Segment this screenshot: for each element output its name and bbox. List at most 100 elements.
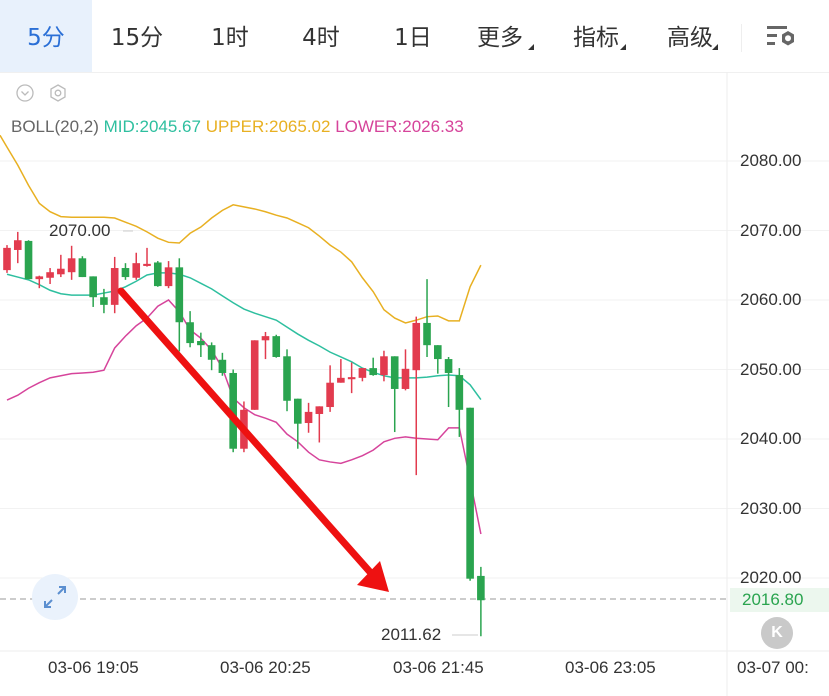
- candle-body: [326, 382, 334, 408]
- candle: [337, 359, 345, 383]
- candle-body: [358, 368, 367, 378]
- candle-body: [390, 356, 399, 389]
- candle-body: [110, 268, 119, 305]
- tab-1hour[interactable]: 1时: [211, 25, 249, 51]
- fullscreen-button[interactable]: [32, 574, 78, 620]
- candle-body: [197, 341, 205, 346]
- divider: [741, 24, 742, 52]
- candle: [423, 279, 431, 357]
- candle: [293, 398, 302, 449]
- candle-body: [57, 268, 65, 275]
- candle: [261, 331, 270, 360]
- candle-body: [78, 258, 87, 278]
- candle-body: [380, 356, 388, 376]
- y-tick-label: 2050.00: [740, 360, 802, 379]
- candle: [164, 261, 173, 289]
- candle: [186, 311, 194, 348]
- x-tick-label: 03-06 19:05: [48, 658, 139, 677]
- candle: [89, 276, 97, 307]
- candle: [110, 256, 119, 314]
- candle-body: [207, 345, 216, 360]
- indicator-settings-icon[interactable]: [49, 84, 67, 102]
- candle-body: [153, 262, 162, 287]
- candle: [100, 288, 108, 314]
- candle: [229, 369, 237, 453]
- x-tick-label: 03-06 21:45: [393, 658, 484, 677]
- dropdown-triangle-icon: [712, 44, 718, 50]
- candle-body: [283, 356, 291, 401]
- tab-more[interactable]: 更多: [477, 25, 523, 51]
- candle: [434, 345, 442, 374]
- tab-1day[interactable]: 1日: [394, 25, 432, 51]
- boll-lower: LOWER:2026.33: [335, 117, 464, 136]
- candle-body: [477, 575, 485, 601]
- min-price-label: 2011.62: [381, 625, 442, 644]
- y-tick-label: 2040.00: [740, 429, 802, 448]
- candle-body: [175, 267, 184, 323]
- candle-body: [401, 368, 410, 389]
- candle: [250, 340, 259, 410]
- y-tick-label: 2030.00: [740, 499, 802, 518]
- candle-body: [46, 272, 54, 278]
- candle-body: [315, 406, 324, 414]
- candle: [390, 356, 399, 433]
- y-tick-label: 2060.00: [740, 290, 802, 309]
- candle: [369, 357, 377, 376]
- tab-15min[interactable]: 15分: [110, 25, 164, 51]
- candle: [347, 362, 356, 394]
- interval-tab-bar: 5分 15分 1时 4时 1日 更多 指标 高级: [0, 0, 829, 73]
- tab-advanced[interactable]: 高级: [667, 25, 713, 51]
- candle: [272, 334, 281, 358]
- candle-body: [186, 322, 194, 344]
- boll-legend: BOLL(20,2) MID:2045.67 UPPER:2065.02 LOW…: [11, 117, 464, 137]
- dropdown-triangle-icon: [620, 44, 626, 50]
- k-button[interactable]: K: [761, 617, 793, 649]
- candle-body: [164, 267, 173, 287]
- y-tick-label: 2080.00: [740, 151, 802, 170]
- tab-indicators[interactable]: 指标: [573, 25, 619, 51]
- boll-upper-line: [0, 134, 482, 324]
- candle-body: [423, 322, 431, 346]
- tab-4hour[interactable]: 4时: [302, 25, 340, 51]
- boll-mid-line: [6, 272, 482, 401]
- boll-upper: UPPER:2065.02: [205, 117, 331, 136]
- candle: [304, 402, 313, 433]
- candle-body: [229, 372, 237, 449]
- candle: [3, 245, 11, 273]
- candle: [358, 368, 367, 382]
- x-tick-label: 03-07 00:: [737, 658, 809, 677]
- candle: [444, 356, 453, 408]
- candle-body: [412, 322, 421, 371]
- boll-mid: MID:2045.67: [103, 117, 201, 136]
- red-arrow-annotation: [117, 287, 389, 592]
- candle-body: [3, 247, 11, 271]
- candle-body: [369, 368, 377, 376]
- candle: [143, 247, 151, 267]
- candle: [401, 349, 410, 391]
- candle: [57, 254, 65, 278]
- y-tick-label: 2070.00: [740, 221, 802, 240]
- candle: [132, 252, 141, 280]
- candle-body: [261, 336, 270, 341]
- candle-body: [337, 377, 345, 383]
- chart-settings-icon[interactable]: [765, 25, 801, 51]
- candle: [67, 245, 76, 280]
- candle-body: [67, 258, 76, 273]
- candle: [78, 256, 87, 278]
- tab-5min[interactable]: 5分: [0, 0, 92, 72]
- expand-arrows-icon: [44, 586, 66, 608]
- candle-body: [35, 276, 44, 280]
- collapse-chevron-icon[interactable]: [16, 84, 34, 102]
- candle: [207, 342, 216, 371]
- candle: [315, 406, 324, 443]
- candle-body: [347, 377, 356, 380]
- candle-body: [466, 407, 474, 579]
- candle: [455, 368, 464, 437]
- candle: [412, 316, 421, 476]
- candle: [175, 258, 184, 352]
- candle: [380, 350, 388, 382]
- candle: [121, 263, 130, 280]
- candle-body: [218, 359, 227, 373]
- max-price-label: 2070.00: [49, 221, 111, 240]
